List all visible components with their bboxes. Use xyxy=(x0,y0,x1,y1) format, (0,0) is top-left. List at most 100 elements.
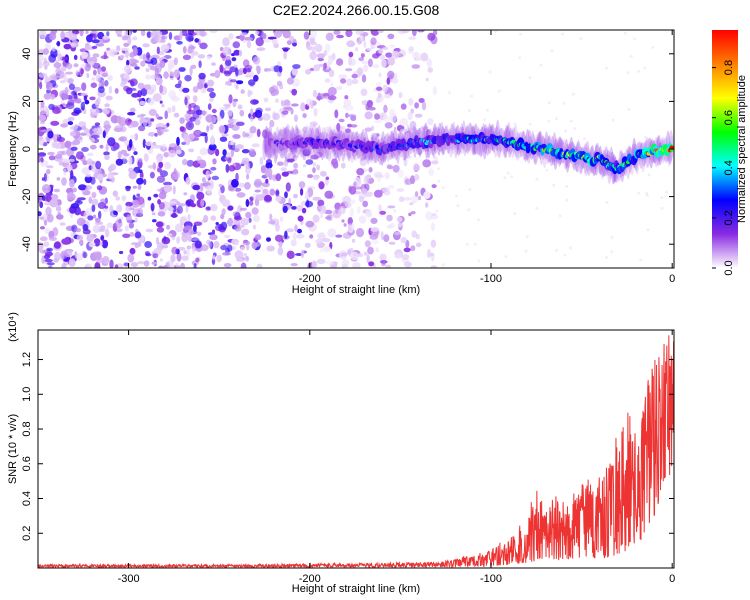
noise-blob xyxy=(159,100,163,104)
noise-blob xyxy=(271,38,278,45)
noise-blob xyxy=(371,240,379,245)
noise-blob xyxy=(294,224,298,232)
noise-blob xyxy=(60,99,66,106)
noise-blob xyxy=(49,236,57,242)
noise-blob xyxy=(91,204,96,212)
noise-blob xyxy=(411,230,418,238)
noise-blob xyxy=(59,222,66,226)
noise-blob xyxy=(81,167,91,175)
noise-blob xyxy=(244,182,251,190)
noise-blob xyxy=(158,202,165,210)
noise-blob xyxy=(38,72,48,78)
noise-blob xyxy=(316,95,322,101)
noise-blob xyxy=(156,226,165,233)
noise-blob xyxy=(245,211,252,219)
noise-blob xyxy=(152,93,162,102)
noise-blob xyxy=(215,222,219,225)
noise-blob xyxy=(427,32,436,41)
noise-blob xyxy=(237,104,243,110)
noise-blob xyxy=(279,129,285,137)
noise-blob xyxy=(150,57,158,65)
noise-blob xyxy=(386,165,394,170)
noise-blob xyxy=(132,36,138,41)
noise-blob xyxy=(240,218,250,226)
noise-blob xyxy=(618,158,621,162)
noise-blob xyxy=(81,51,88,59)
noise-blob xyxy=(193,263,197,268)
noise-blob xyxy=(278,240,283,248)
noise-blob xyxy=(209,234,218,241)
noise-blob xyxy=(389,44,396,48)
noise-blob xyxy=(52,106,61,115)
noise-blob xyxy=(408,212,412,217)
noise-blob xyxy=(72,86,81,92)
noise-blob xyxy=(377,30,384,34)
noise-blob xyxy=(562,101,566,105)
noise-blob xyxy=(345,112,349,119)
noise-blob xyxy=(218,183,223,188)
noise-blob xyxy=(242,240,251,246)
noise-blob xyxy=(137,184,142,190)
noise-blob xyxy=(212,158,217,165)
noise-blob xyxy=(227,205,234,211)
noise-blob xyxy=(64,86,69,94)
noise-blob xyxy=(200,244,209,252)
noise-blob xyxy=(336,122,341,132)
noise-blob xyxy=(83,95,88,102)
noise-blob xyxy=(196,191,205,200)
noise-blob xyxy=(148,108,157,117)
noise-blob xyxy=(207,79,215,87)
noise-blob xyxy=(292,78,301,87)
noise-blob xyxy=(352,238,356,243)
noise-blob xyxy=(82,224,89,231)
noise-blob xyxy=(208,241,212,248)
noise-blob xyxy=(328,56,333,65)
noise-blob xyxy=(126,214,132,224)
noise-blob xyxy=(186,245,192,250)
noise-blob xyxy=(93,69,97,76)
noise-blob xyxy=(387,33,395,40)
noise-blob xyxy=(46,81,51,90)
noise-blob xyxy=(176,252,182,262)
noise-blob xyxy=(250,108,254,116)
noise-blob xyxy=(113,210,118,216)
noise-blob xyxy=(71,30,80,35)
ridge-halo xyxy=(264,125,269,157)
noise-blob xyxy=(123,42,130,47)
noise-blob xyxy=(340,162,346,169)
noise-blob xyxy=(410,211,416,215)
noise-blob xyxy=(325,32,334,41)
noise-blob xyxy=(259,156,264,166)
noise-blob xyxy=(43,241,50,247)
noise-blob xyxy=(342,195,351,205)
noise-blob xyxy=(51,47,56,52)
noise-blob xyxy=(187,36,194,41)
noise-blob xyxy=(318,181,325,190)
noise-blob xyxy=(217,188,222,197)
chart-title: C2E2.2024.266.00.15.G08 xyxy=(273,2,440,18)
signal-ridge xyxy=(262,119,674,185)
spectrogram-x-label: Height of straight line (km) xyxy=(292,284,420,296)
y-tick-label: 0 xyxy=(21,146,33,152)
noise-blob xyxy=(163,71,169,79)
noise-blob xyxy=(41,255,45,264)
noise-blob xyxy=(92,128,99,133)
noise-blob xyxy=(166,122,170,127)
noise-blob xyxy=(413,163,420,172)
noise-blob xyxy=(324,190,334,199)
noise-blob xyxy=(84,263,93,268)
noise-blob xyxy=(86,34,93,43)
noise-blob xyxy=(121,195,127,202)
noise-blob xyxy=(320,170,327,177)
noise-blob xyxy=(554,117,558,121)
noise-blob xyxy=(312,167,316,174)
noise-blob xyxy=(149,171,155,179)
noise-blob xyxy=(75,70,79,76)
noise-blob xyxy=(291,67,298,76)
noise-blob xyxy=(92,53,100,58)
noise-blob xyxy=(164,161,172,170)
noise-blob xyxy=(55,59,59,69)
noise-blob xyxy=(563,253,567,257)
noise-blob xyxy=(643,66,647,70)
noise-blob xyxy=(437,179,441,183)
